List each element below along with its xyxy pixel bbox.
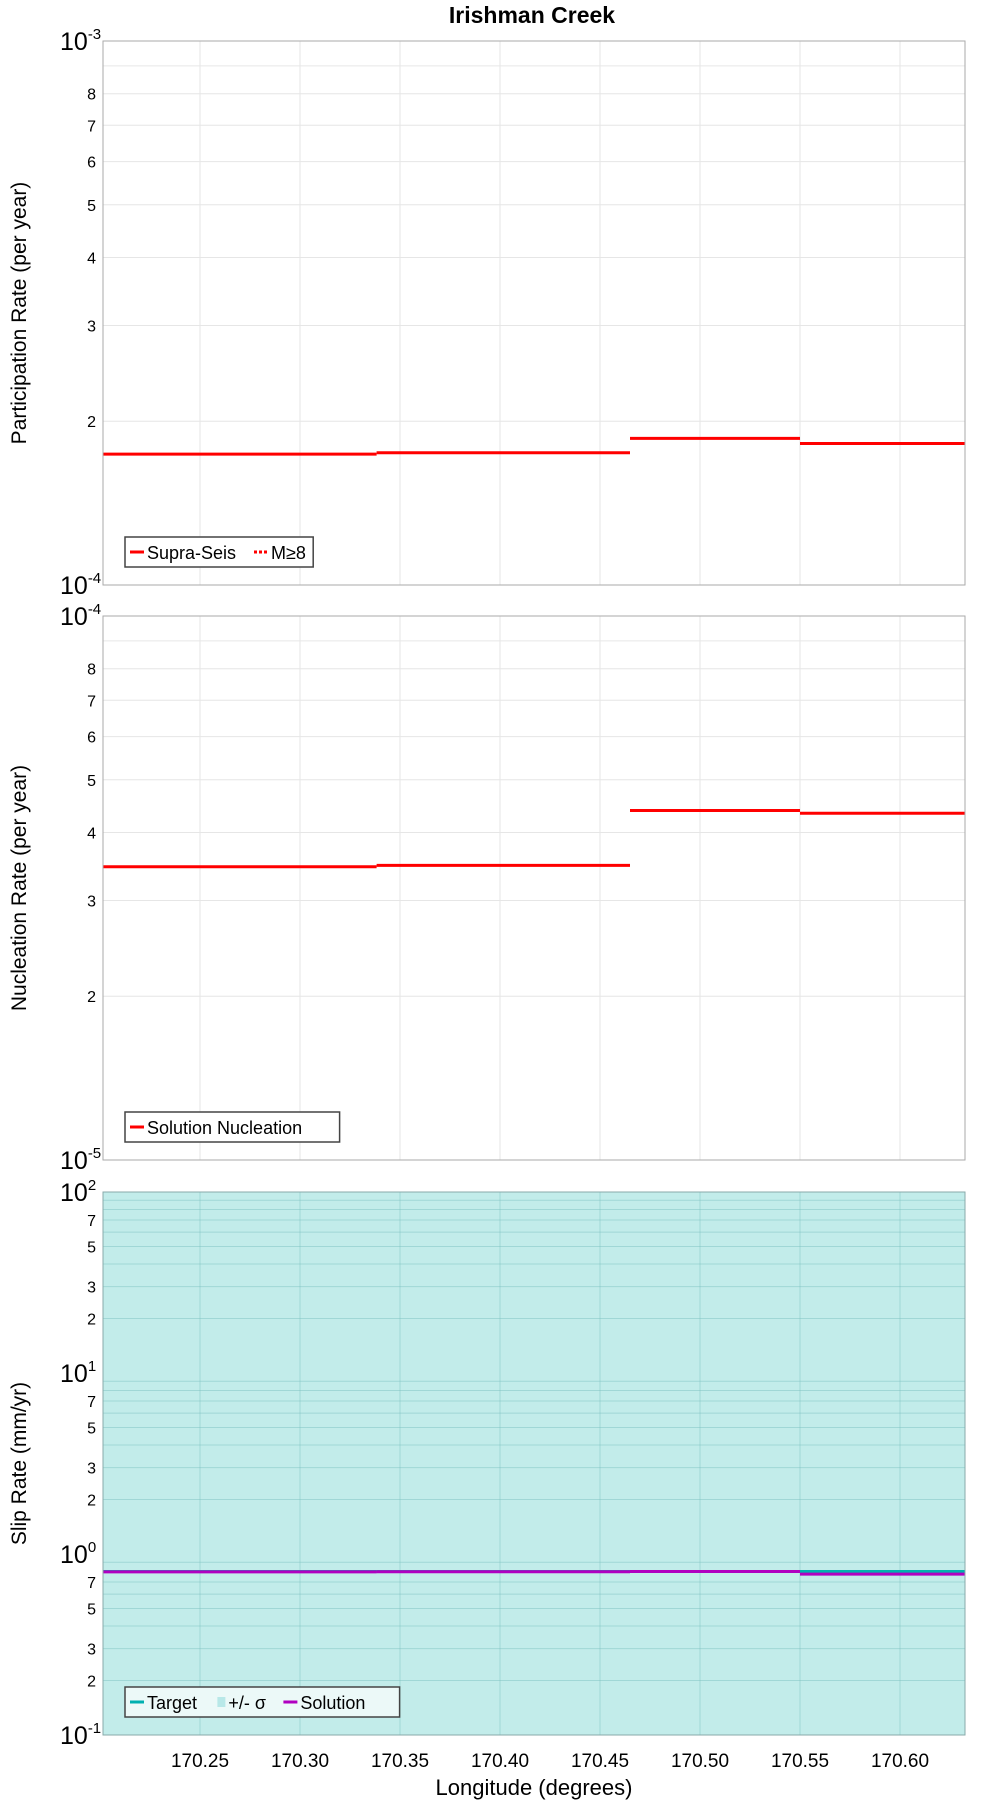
y-axis-label: Nucleation Rate (per year) [8, 765, 31, 1011]
chart-title: Irishman Creek [449, 2, 615, 28]
legend: Supra-Seis M≥8 [124, 536, 314, 568]
y-tick-label: 7 [87, 1213, 96, 1230]
y-tick-major-label: 101 [60, 1358, 96, 1388]
legend: Target +/- σ Solution [124, 1686, 401, 1718]
x-tick-label: 170.45 [571, 1751, 629, 1772]
y-tick-label: 5 [87, 1239, 96, 1256]
x-tick-label: 170.30 [271, 1751, 329, 1772]
y-tick-label: 2 [87, 1312, 96, 1329]
y-axis-label: Slip Rate (mm/yr) [8, 1382, 31, 1545]
y-tick-label: 6 [87, 730, 96, 747]
y-tick-label: 2 [87, 989, 96, 1006]
y-tick-label: 2 [87, 1493, 96, 1510]
y-tick-label: 7 [87, 693, 96, 710]
legend-entry: Solution [300, 1693, 365, 1713]
x-tick-label: 170.25 [171, 1751, 229, 1772]
legend-entry: M≥8 [271, 543, 306, 563]
y-tick-major-label: 10-5 [60, 1145, 101, 1175]
legend-entry: +/- σ [228, 1693, 266, 1713]
sigma-band [103, 1192, 965, 1735]
y-tick-label: 3 [87, 1280, 96, 1297]
y-tick-label: 3 [87, 318, 96, 335]
panel-1: 2 3 4 5 6 7 8 10-3 10-4 Participation Rate (per y… [8, 26, 966, 600]
y-tick-label: 5 [87, 1601, 96, 1618]
y-tick-label: 2 [87, 1674, 96, 1691]
y-tick-label: 7 [87, 118, 96, 135]
legend-box [124, 1111, 341, 1143]
y-tick-label: 8 [87, 662, 96, 679]
legend-entry: Supra-Seis [147, 543, 236, 563]
y-tick-label: 4 [87, 825, 96, 842]
x-tick-label: 170.60 [871, 1751, 929, 1772]
legend-box [124, 536, 314, 568]
plot-border [102, 40, 966, 586]
y-tick-major-label: 102 [60, 1177, 96, 1207]
y-tick-major-label: 10-4 [60, 570, 101, 600]
y-tick-major-label: 10-1 [60, 1720, 101, 1750]
plot-area [103, 616, 965, 1160]
panel-2: 2 3 4 5 6 7 8 10-4 10-5 Nucleation Rate (per year… [8, 601, 966, 1175]
y-tick-label: 4 [87, 250, 96, 267]
y-tick-label: 3 [87, 1461, 96, 1478]
y-tick-label: 5 [87, 198, 96, 215]
legend-swatch-sigma [217, 1697, 226, 1707]
panel-3: 2 3 5 7 2 3 5 7 2 3 5 7 10-1 100 101 102 Slip Rate (mm/y… [8, 1177, 966, 1800]
y-tick-label: 7 [87, 1394, 96, 1411]
y-tick-label: 5 [87, 1420, 96, 1437]
y-tick-major-label: 10-3 [60, 26, 101, 56]
x-tick-label: 170.40 [471, 1751, 529, 1772]
x-tick-label: 170.50 [671, 1751, 729, 1772]
x-axis-label: Longitude (degrees) [436, 1775, 633, 1800]
y-tick-major-label: 100 [60, 1539, 96, 1569]
y-tick-label: 3 [87, 1642, 96, 1659]
y-tick-major-label: 10-4 [60, 601, 101, 631]
y-tick-label: 7 [87, 1575, 96, 1592]
legend-box [124, 1686, 401, 1718]
x-tick-label: 170.35 [371, 1751, 429, 1772]
x-tick-label: 170.55 [771, 1751, 829, 1772]
legend-entry: Solution Nucleation [147, 1118, 302, 1138]
legend: Solution Nucleation [124, 1111, 341, 1143]
y-tick-label: 3 [87, 893, 96, 910]
y-tick-label: 8 [87, 87, 96, 104]
y-tick-label: 2 [87, 414, 96, 431]
plot-border [102, 1191, 966, 1736]
y-axis-label: Participation Rate (per year) [8, 182, 31, 445]
y-tick-label: 5 [87, 773, 96, 790]
legend-entry: Target [147, 1693, 197, 1713]
plot-area [103, 41, 965, 585]
y-tick-label: 6 [87, 155, 96, 172]
plot-border [102, 615, 966, 1161]
